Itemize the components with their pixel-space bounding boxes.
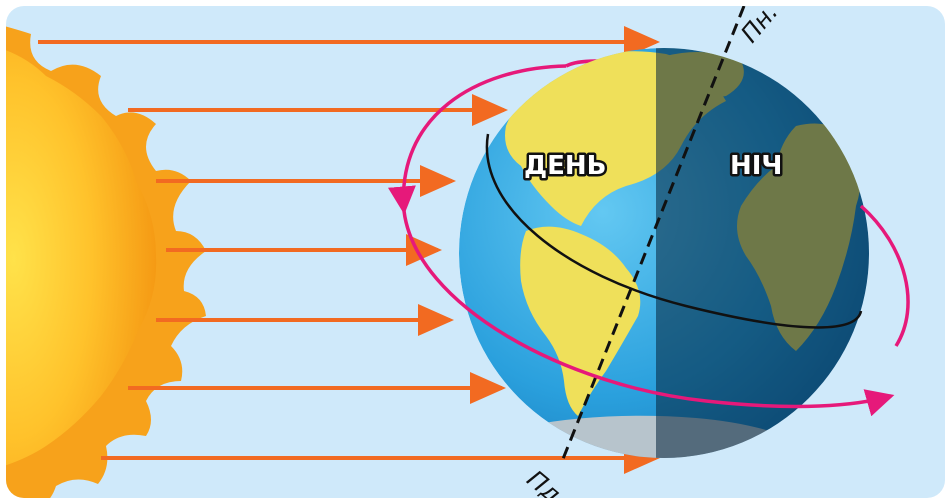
earth-globe — [459, 48, 869, 458]
earth-axis — [559, 6, 746, 465]
day-label: ДЕНЬ — [524, 151, 607, 181]
diagram-frame: ДЕНЬ НІЧ Пн. Пд. — [6, 6, 945, 498]
continent-south-america — [520, 226, 641, 416]
earth-day-night-diagram: ДЕНЬ НІЧ Пн. Пд. — [6, 6, 945, 498]
rotation-orbit-front-left — [388, 64, 567, 215]
night-label: НІЧ — [730, 151, 782, 181]
equator-line — [485, 133, 863, 329]
rotation-orbit-right — [859, 204, 910, 347]
rotation-orbit-front-bottom — [402, 210, 895, 417]
